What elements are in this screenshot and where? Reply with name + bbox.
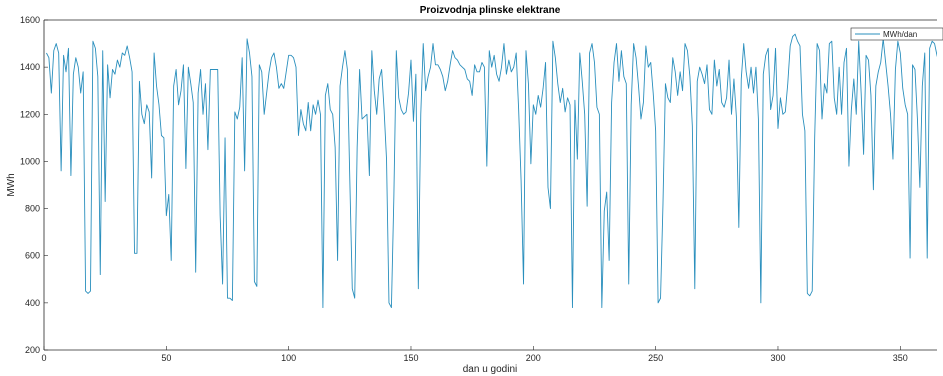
x-tick-label: 50 [161, 353, 171, 363]
y-tick-label: 1000 [20, 156, 40, 166]
x-tick-label: 200 [526, 353, 541, 363]
x-tick-label: 250 [648, 353, 663, 363]
x-tick-label: 0 [41, 353, 46, 363]
legend: MWh/dan [850, 27, 943, 41]
y-tick-label: 800 [25, 204, 40, 214]
x-tick-label: 100 [281, 353, 296, 363]
chart-title: Proizvodnja plinske elektrane [420, 5, 561, 16]
y-tick-label: 600 [25, 251, 40, 261]
x-axis-label: dan u godini [463, 364, 518, 375]
series-line [46, 33, 937, 309]
legend-label: MWh/dan [883, 30, 917, 39]
y-tick-label: 400 [25, 298, 40, 308]
x-tick-label: 150 [403, 353, 418, 363]
y-axis-label: MWh [6, 173, 17, 196]
y-tick-label: 1400 [20, 62, 40, 72]
x-tick-label: 350 [893, 353, 908, 363]
y-tick-label: 200 [25, 345, 40, 355]
plot-area [44, 20, 937, 350]
series-group [46, 33, 937, 309]
y-tick-label: 1600 [20, 15, 40, 25]
x-tick-label: 300 [770, 353, 785, 363]
y-tick-label: 1200 [20, 109, 40, 119]
legend-box [850, 27, 943, 41]
